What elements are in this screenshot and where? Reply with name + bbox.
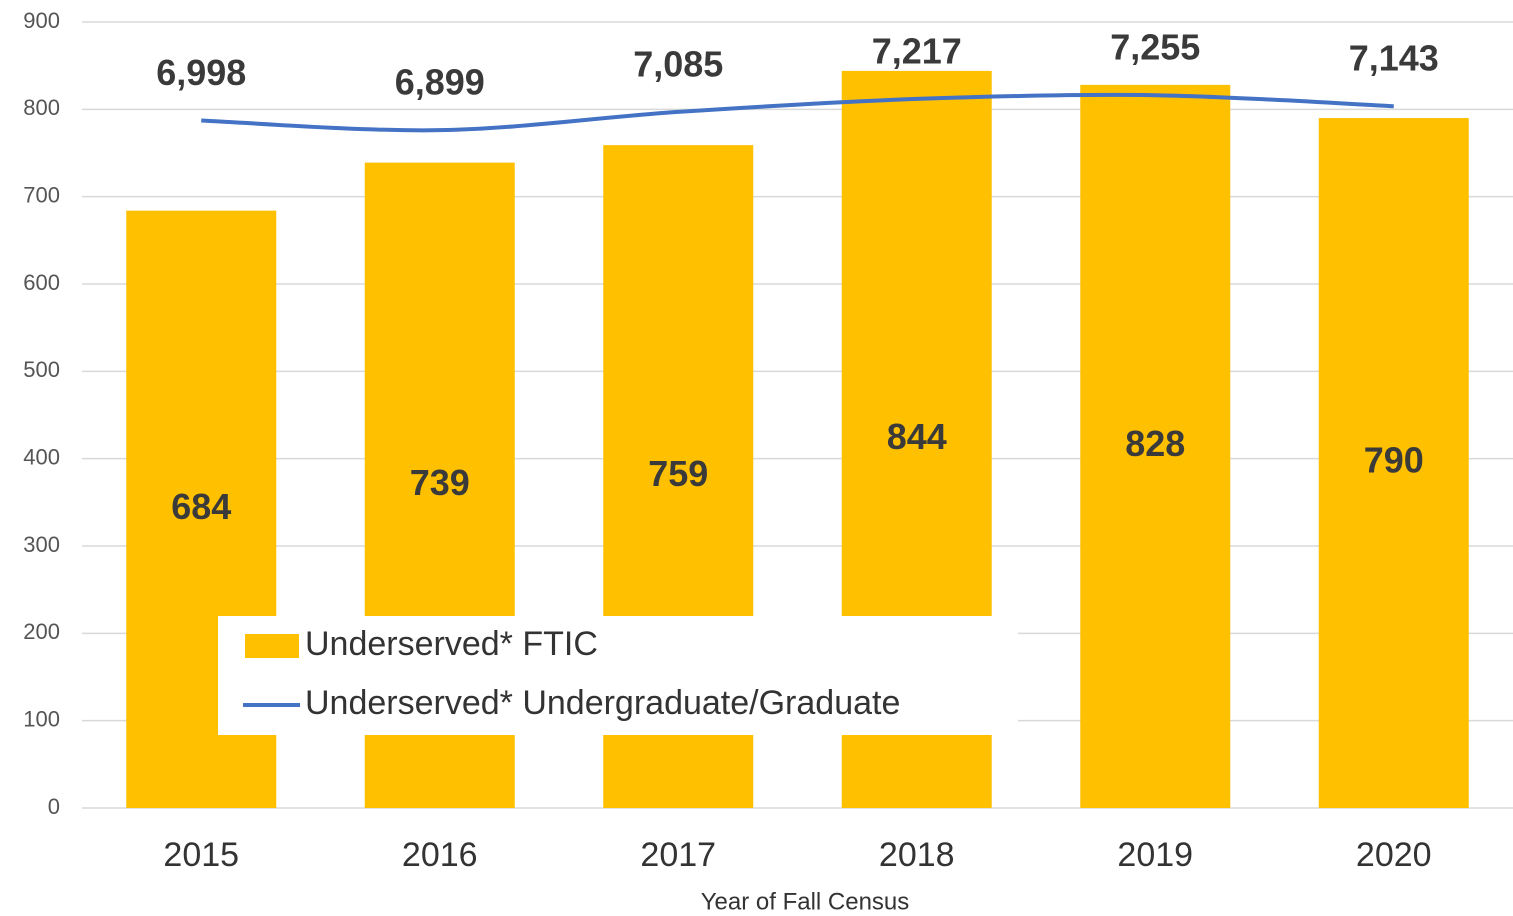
legend-label: Underserved* Undergraduate/Graduate: [305, 684, 900, 722]
data-label: 7,085: [633, 43, 723, 84]
y-tick-label: 100: [23, 706, 60, 731]
data-label: 759: [648, 453, 708, 494]
x-tick-label: 2018: [879, 836, 955, 874]
data-label: 6,998: [156, 52, 246, 93]
data-label: 828: [1125, 423, 1185, 464]
x-tick-label: 2019: [1117, 836, 1193, 874]
y-tick-label: 0: [48, 794, 60, 819]
data-label: 7,255: [1110, 27, 1200, 68]
legend-label: Underserved* FTIC: [305, 625, 598, 663]
x-tick-label: 2020: [1356, 836, 1432, 874]
data-label: 7,143: [1349, 38, 1439, 79]
bar: [1318, 118, 1469, 809]
data-label: 739: [410, 462, 470, 503]
y-tick-label: 800: [23, 95, 60, 120]
data-label: 684: [171, 486, 231, 527]
bar: [1080, 84, 1231, 808]
x-axis-title: Year of Fall Census: [701, 888, 910, 915]
legend: Underserved* FTIC Underserved* Undergradu…: [218, 616, 1018, 735]
x-tick-label: 2016: [402, 836, 478, 874]
y-tick-label: 500: [23, 357, 60, 382]
legend-swatch: [245, 634, 299, 658]
y-tick-label: 400: [23, 444, 60, 469]
y-tick-label: 700: [23, 182, 60, 207]
data-label: 844: [887, 416, 947, 457]
line: [201, 92, 1394, 133]
x-tick-label: 2017: [640, 836, 716, 874]
data-label: 7,217: [872, 30, 962, 71]
data-label: 790: [1364, 440, 1424, 481]
data-label: 6,899: [395, 62, 485, 103]
y-tick-label: 900: [23, 8, 60, 33]
y-tick-label: 300: [23, 532, 60, 557]
y-tick-label: 600: [23, 270, 60, 295]
y-tick-label: 200: [23, 619, 60, 644]
x-tick-label: 2015: [163, 836, 239, 874]
legend-box: [218, 616, 1018, 735]
